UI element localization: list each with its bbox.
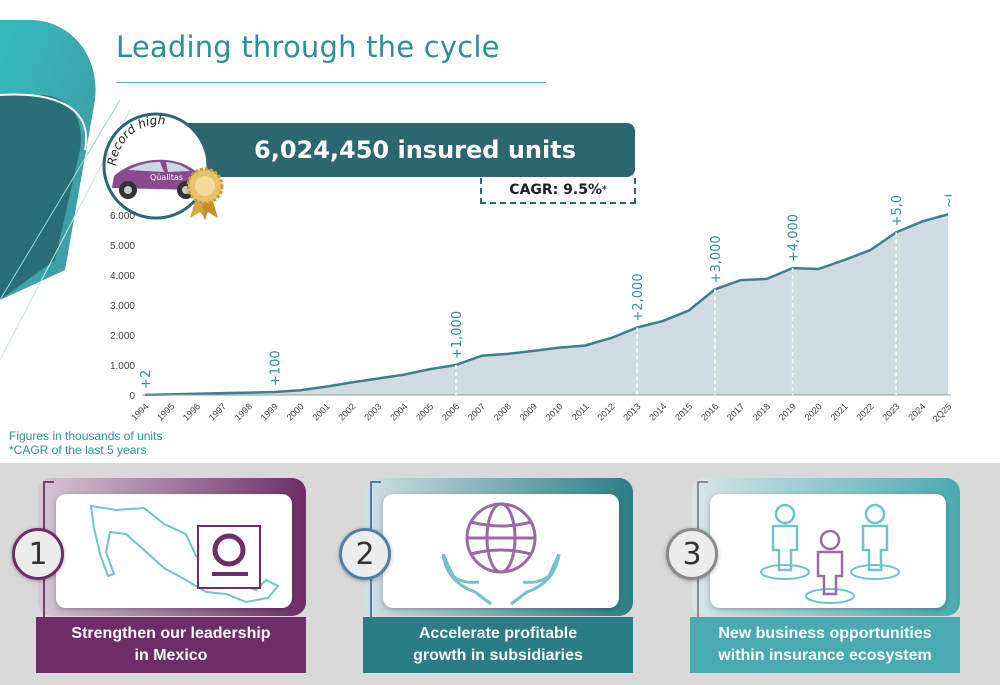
x-tick-label: 2005 [414,401,435,422]
pillar-number-1: 1 [12,528,64,580]
pillar-label-1-line1: Strengthen our leadership [71,625,271,642]
annotation-label: +2,000 [631,273,646,321]
pillar-label-2: Accelerate profitable growth in subsidiar… [363,617,633,673]
x-tick-label: 2009 [518,401,539,422]
pillar-label-3-line2: within insurance ecosystem [718,647,932,664]
x-tick-label: 2006 [440,401,461,422]
annotation-label: +5,000 [890,195,905,226]
title-underline [116,82,546,83]
page-title: Leading through the cycle [116,30,500,64]
x-tick-label: 1994 [129,401,150,422]
pillar-label-3-line1: New business opportunities [718,625,932,642]
pillar-label-2-line2: growth in subsidiaries [413,647,583,664]
x-tick-label: 2021 [829,401,850,422]
mexico-map-icon [89,504,280,604]
x-tick-label: 2008 [492,401,513,422]
x-tick-label: 2011 [570,401,591,422]
x-tick-label: 2023 [880,401,901,422]
x-tick-label: 2003 [362,401,383,422]
cagr-asterisk: * [601,185,607,195]
left-decoration [0,20,131,361]
x-tick-label: 1999 [259,401,280,422]
x-tick-label: 1997 [207,401,228,422]
people-icon [760,503,900,604]
x-tick-label: 2000 [285,401,306,422]
x-tick-label: 2007 [466,401,487,422]
x-tick-label: 1995 [155,401,176,422]
pillar-card-1: 1 Strengthen our leadership in Mexico [12,478,328,673]
annotation-label: +3,000 [709,235,724,283]
x-tick-label: 2004 [388,401,409,422]
insured-units-text: 6,024,450 insured units [254,136,576,164]
x-tick-label: 2001 [311,401,332,422]
x-tick-label: 2019 [777,401,798,422]
y-tick-label: 4.000 [110,271,135,282]
cagr-text: CAGR: 9.5% [509,182,602,198]
y-tick-label: 5.000 [110,241,135,252]
y-tick-label: 0 [129,391,135,402]
record-high-badge: Record high Qúalitas [98,108,224,228]
annotation-label: +2 [139,370,154,389]
car-brand-text: Qúalitas [150,173,183,182]
x-tick-label: 2017 [725,401,746,422]
annotation-label: +4,000 [787,214,802,262]
y-tick-label: 6.000 [110,211,135,222]
cagr-footnote: *CAGR of the last 5 years [9,443,147,457]
annotation-label: +1,000 [450,311,465,359]
x-tick-label: 2016 [699,401,720,422]
y-tick-label: 2.000 [110,331,135,342]
x-tick-label: 2Q25 [931,401,954,424]
cagr-box: CAGR: 9.5% * [480,178,636,204]
x-tick-label: 2020 [803,401,824,422]
car-icon: Qúalitas [112,159,202,199]
medal-icon [186,167,224,220]
x-tick-label: 2024 [906,401,927,422]
units-note: Figures in thousands of units [9,429,163,443]
y-tick-label: 1.000 [110,361,135,372]
annotation-label: ~6,024 [942,195,957,208]
pillar-number-2: 2 [339,528,391,580]
globe-hands-icon [441,502,561,606]
x-tick-label: 2022 [854,401,875,422]
x-tick-label: 2014 [647,401,668,422]
x-tick-label: 2012 [595,401,616,422]
x-tick-label: 2002 [336,401,357,422]
area-fill [145,214,948,395]
x-tick-label: 2018 [751,401,772,422]
series-line [144,213,949,397]
x-tick-label: 2010 [544,401,565,422]
pillar-label-3: New business opportunities within insuran… [690,617,960,673]
pillar-card-2: 2 Accelerate profitable growth in subsidi… [339,478,655,673]
pillar-label-1: Strengthen our leadership in Mexico [36,617,306,673]
annotation-label: +100 [269,350,284,386]
pillar-label-1-line2: in Mexico [134,647,208,664]
pillar-label-2-line1: Accelerate profitable [418,625,578,642]
x-tick-label: 2013 [621,401,642,422]
x-tick-label: 1996 [181,401,202,422]
pillar-card-3: 3 New business opportunities within insur… [666,478,982,673]
y-tick-label: 3.000 [110,301,135,312]
insured-units-banner: 6,024,450 insured units [175,123,635,177]
x-tick-label: 2015 [673,401,694,422]
pillar-number-3: 3 [666,528,718,580]
x-tick-label: 1998 [233,401,254,422]
